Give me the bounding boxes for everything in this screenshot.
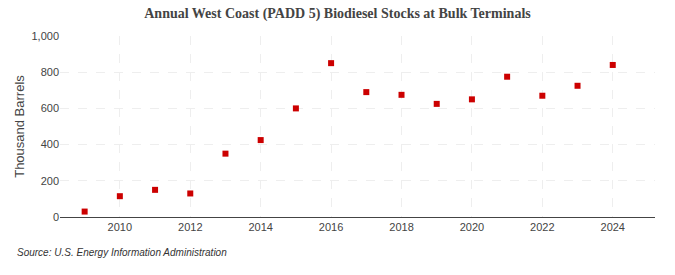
svg-text:2016: 2016: [319, 221, 343, 233]
svg-text:2018: 2018: [389, 221, 413, 233]
svg-text:2014: 2014: [248, 221, 272, 233]
svg-text:0: 0: [53, 211, 59, 223]
svg-text:2012: 2012: [178, 221, 202, 233]
svg-text:2010: 2010: [108, 221, 132, 233]
svg-text:Source: U.S. Energy Informatio: Source: U.S. Energy Information Administ…: [17, 247, 227, 258]
svg-text:Annual West Coast (PADD 5) Bio: Annual West Coast (PADD 5) Biodiesel Sto…: [144, 6, 531, 22]
svg-text:800: 800: [41, 66, 59, 78]
svg-text:200: 200: [41, 175, 59, 187]
svg-text:600: 600: [41, 102, 59, 114]
svg-text:2024: 2024: [601, 221, 625, 233]
svg-text:1,000: 1,000: [31, 30, 59, 42]
svg-text:Thousand Barrels: Thousand Barrels: [12, 75, 27, 178]
svg-text:2022: 2022: [530, 221, 554, 233]
svg-text:2020: 2020: [460, 221, 484, 233]
svg-text:400: 400: [41, 138, 59, 150]
